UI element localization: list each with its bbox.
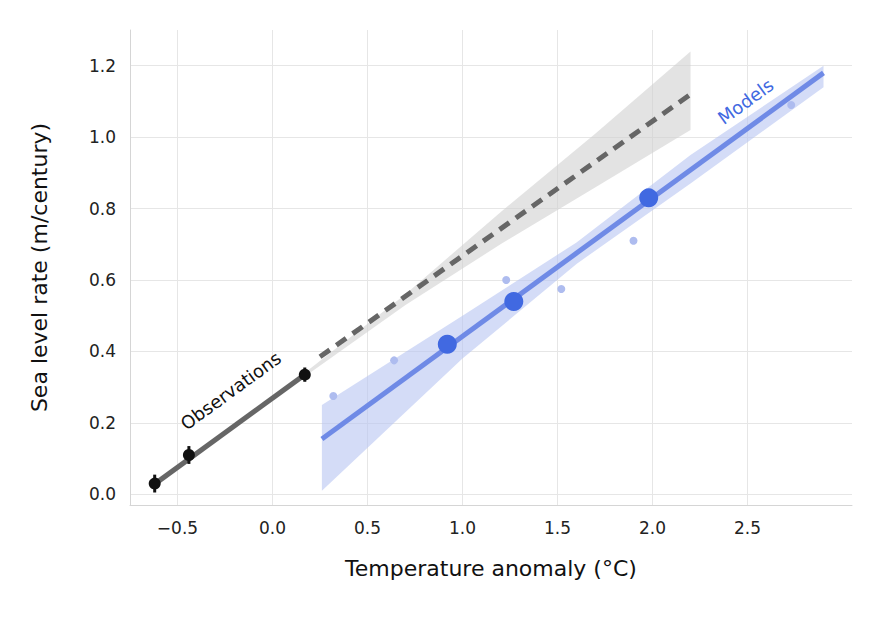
svg-text:2.5: 2.5 (734, 518, 761, 538)
svg-text:Temperature anomaly (°C): Temperature anomaly (°C) (344, 556, 637, 581)
svg-text:0.4: 0.4 (89, 341, 116, 361)
svg-text:−0.5: −0.5 (157, 518, 198, 538)
svg-text:Observations: Observations (176, 347, 285, 434)
svg-text:1.0: 1.0 (449, 518, 476, 538)
svg-text:0.6: 0.6 (89, 270, 116, 290)
svg-text:1.5: 1.5 (544, 518, 571, 538)
svg-text:1.0: 1.0 (89, 127, 116, 147)
svg-text:2.0: 2.0 (639, 518, 666, 538)
svg-text:Sea level rate (m/century): Sea level rate (m/century) (27, 123, 52, 412)
svg-text:1.2: 1.2 (89, 56, 116, 76)
svg-text:Models: Models (714, 74, 778, 128)
svg-text:0.8: 0.8 (89, 199, 116, 219)
svg-text:0.0: 0.0 (89, 484, 116, 504)
svg-text:0.5: 0.5 (354, 518, 381, 538)
svg-text:0.2: 0.2 (89, 413, 116, 433)
svg-text:0.0: 0.0 (259, 518, 286, 538)
